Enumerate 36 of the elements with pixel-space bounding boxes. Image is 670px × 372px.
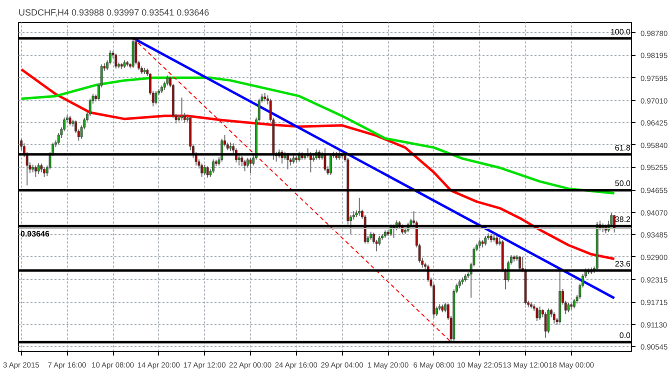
candlestick bbox=[538, 306, 542, 320]
annotation: 0.0 bbox=[619, 331, 632, 340]
candlestick bbox=[43, 166, 46, 178]
candlestick bbox=[166, 74, 169, 86]
annotation: 50.0 bbox=[614, 179, 632, 188]
line-series bbox=[20, 76, 616, 195]
annotation: 100.0 bbox=[610, 27, 632, 36]
candlestick bbox=[212, 158, 214, 174]
candlestick bbox=[496, 235, 498, 246]
candlestick bbox=[518, 256, 521, 271]
candlestick bbox=[567, 302, 570, 313]
candlestick bbox=[324, 148, 326, 172]
candlestick bbox=[68, 115, 72, 126]
chart-title: USDCHF,H4 0.93988 0.93997 0.93541 0.93646 bbox=[18, 8, 210, 18]
candlestick bbox=[180, 97, 183, 121]
candlestick bbox=[547, 308, 550, 334]
annotation: 61.8 bbox=[614, 143, 632, 152]
candlestick bbox=[240, 155, 244, 167]
candlestick bbox=[484, 235, 487, 246]
candlestick bbox=[249, 157, 252, 174]
candlestick bbox=[34, 164, 37, 178]
candlestick bbox=[114, 53, 118, 70]
candlestick bbox=[330, 154, 332, 176]
candlestick bbox=[154, 90, 158, 105]
candlestick bbox=[37, 162, 40, 174]
candlestick bbox=[200, 163, 204, 178]
ref-line-label: 0.93646 bbox=[20, 230, 50, 239]
candlestick bbox=[544, 312, 547, 338]
annotation: 23.6 bbox=[614, 259, 632, 268]
candlestick bbox=[203, 164, 206, 176]
candlestick bbox=[206, 166, 209, 178]
candlestick bbox=[573, 298, 576, 309]
candlestick bbox=[536, 306, 538, 322]
candlestick bbox=[552, 312, 556, 324]
candlestick bbox=[358, 197, 361, 216]
candlestick bbox=[244, 159, 246, 172]
